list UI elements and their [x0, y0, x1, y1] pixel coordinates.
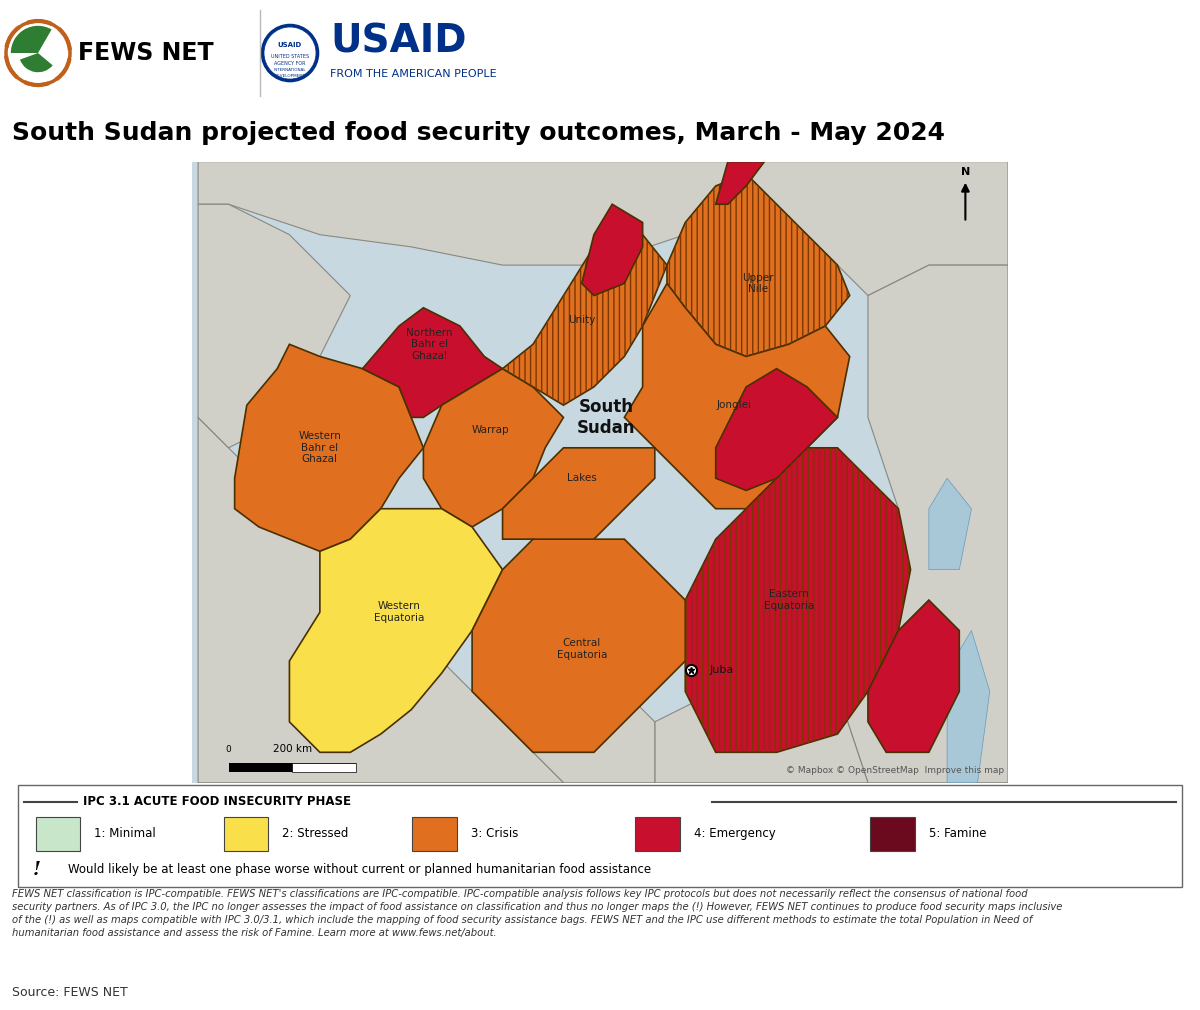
Text: Upper
Nile: Upper Nile — [743, 273, 774, 294]
FancyBboxPatch shape — [870, 817, 916, 850]
Text: Western
Equatoria: Western Equatoria — [374, 601, 425, 623]
Polygon shape — [838, 265, 1008, 783]
Polygon shape — [289, 509, 503, 752]
Text: FEWS NET classification is IPC-compatible. FEWS NET's classifications are IPC-co: FEWS NET classification is IPC-compatibl… — [12, 889, 1062, 938]
Polygon shape — [715, 369, 838, 491]
Text: N: N — [961, 167, 970, 177]
FancyBboxPatch shape — [412, 817, 456, 850]
Polygon shape — [503, 447, 655, 570]
Polygon shape — [868, 600, 959, 752]
Polygon shape — [715, 162, 764, 204]
Text: © Mapbox © OpenStreetMap  Improve this map: © Mapbox © OpenStreetMap Improve this ma… — [786, 767, 1004, 776]
Polygon shape — [503, 222, 667, 405]
Text: South
Sudan: South Sudan — [577, 398, 635, 436]
Text: 200 km: 200 km — [272, 744, 312, 754]
FancyBboxPatch shape — [18, 785, 1182, 887]
Text: FROM THE AMERICAN PEOPLE: FROM THE AMERICAN PEOPLE — [330, 69, 497, 79]
Text: South Sudan projected food security outcomes, March - May 2024: South Sudan projected food security outc… — [12, 121, 946, 145]
Polygon shape — [198, 417, 564, 783]
Text: AGENCY FOR: AGENCY FOR — [275, 61, 306, 66]
Text: Juba: Juba — [709, 666, 734, 675]
Text: USAID: USAID — [330, 22, 467, 60]
Text: Central
Equatoria: Central Equatoria — [557, 638, 607, 660]
Circle shape — [260, 23, 320, 83]
Text: 2: Stressed: 2: Stressed — [282, 827, 349, 840]
Polygon shape — [582, 204, 643, 296]
Text: Source: FEWS NET: Source: FEWS NET — [12, 986, 127, 999]
Polygon shape — [624, 284, 850, 509]
Polygon shape — [472, 539, 715, 752]
Polygon shape — [655, 692, 868, 783]
Polygon shape — [947, 630, 990, 783]
Polygon shape — [198, 162, 1008, 296]
Polygon shape — [198, 204, 350, 447]
Polygon shape — [362, 308, 503, 417]
FancyBboxPatch shape — [635, 817, 680, 850]
FancyBboxPatch shape — [36, 817, 80, 850]
Wedge shape — [20, 53, 53, 73]
Circle shape — [6, 21, 70, 85]
Text: INTERNATIONAL: INTERNATIONAL — [274, 68, 306, 72]
Polygon shape — [533, 692, 655, 783]
Text: DEVELOPMENT: DEVELOPMENT — [275, 74, 305, 78]
Polygon shape — [667, 174, 850, 357]
Text: Would likely be at least one phase worse without current or planned humanitarian: Would likely be at least one phase worse… — [68, 864, 652, 877]
Text: USAID: USAID — [278, 42, 302, 48]
Text: 1: Minimal: 1: Minimal — [95, 827, 156, 840]
Bar — [228, 763, 356, 773]
Polygon shape — [929, 479, 972, 570]
Text: Jonglei: Jonglei — [716, 400, 751, 410]
Circle shape — [264, 27, 316, 79]
Text: Lakes: Lakes — [566, 474, 596, 483]
Text: 3: Crisis: 3: Crisis — [470, 827, 518, 840]
Text: 4: Emergency: 4: Emergency — [694, 827, 776, 840]
Text: 0: 0 — [226, 745, 232, 754]
Text: 5: Famine: 5: Famine — [929, 827, 986, 840]
Text: FEWS NET: FEWS NET — [78, 41, 214, 65]
Bar — [293, 763, 356, 773]
Polygon shape — [235, 344, 424, 551]
Text: UNITED STATES: UNITED STATES — [271, 54, 310, 59]
Text: Western
Bahr el
Ghazal: Western Bahr el Ghazal — [299, 431, 341, 465]
Text: Unity: Unity — [568, 315, 595, 325]
FancyBboxPatch shape — [223, 817, 269, 850]
Wedge shape — [11, 26, 52, 53]
Text: !: ! — [34, 861, 41, 879]
Text: Eastern
Equatoria: Eastern Equatoria — [763, 589, 814, 611]
Polygon shape — [685, 447, 911, 752]
Text: Warrap: Warrap — [472, 424, 509, 434]
Text: Northern
Bahr el
Ghazal: Northern Bahr el Ghazal — [407, 327, 452, 361]
Text: IPC 3.1 ACUTE FOOD INSECURITY PHASE: IPC 3.1 ACUTE FOOD INSECURITY PHASE — [83, 795, 350, 808]
Polygon shape — [424, 369, 564, 527]
